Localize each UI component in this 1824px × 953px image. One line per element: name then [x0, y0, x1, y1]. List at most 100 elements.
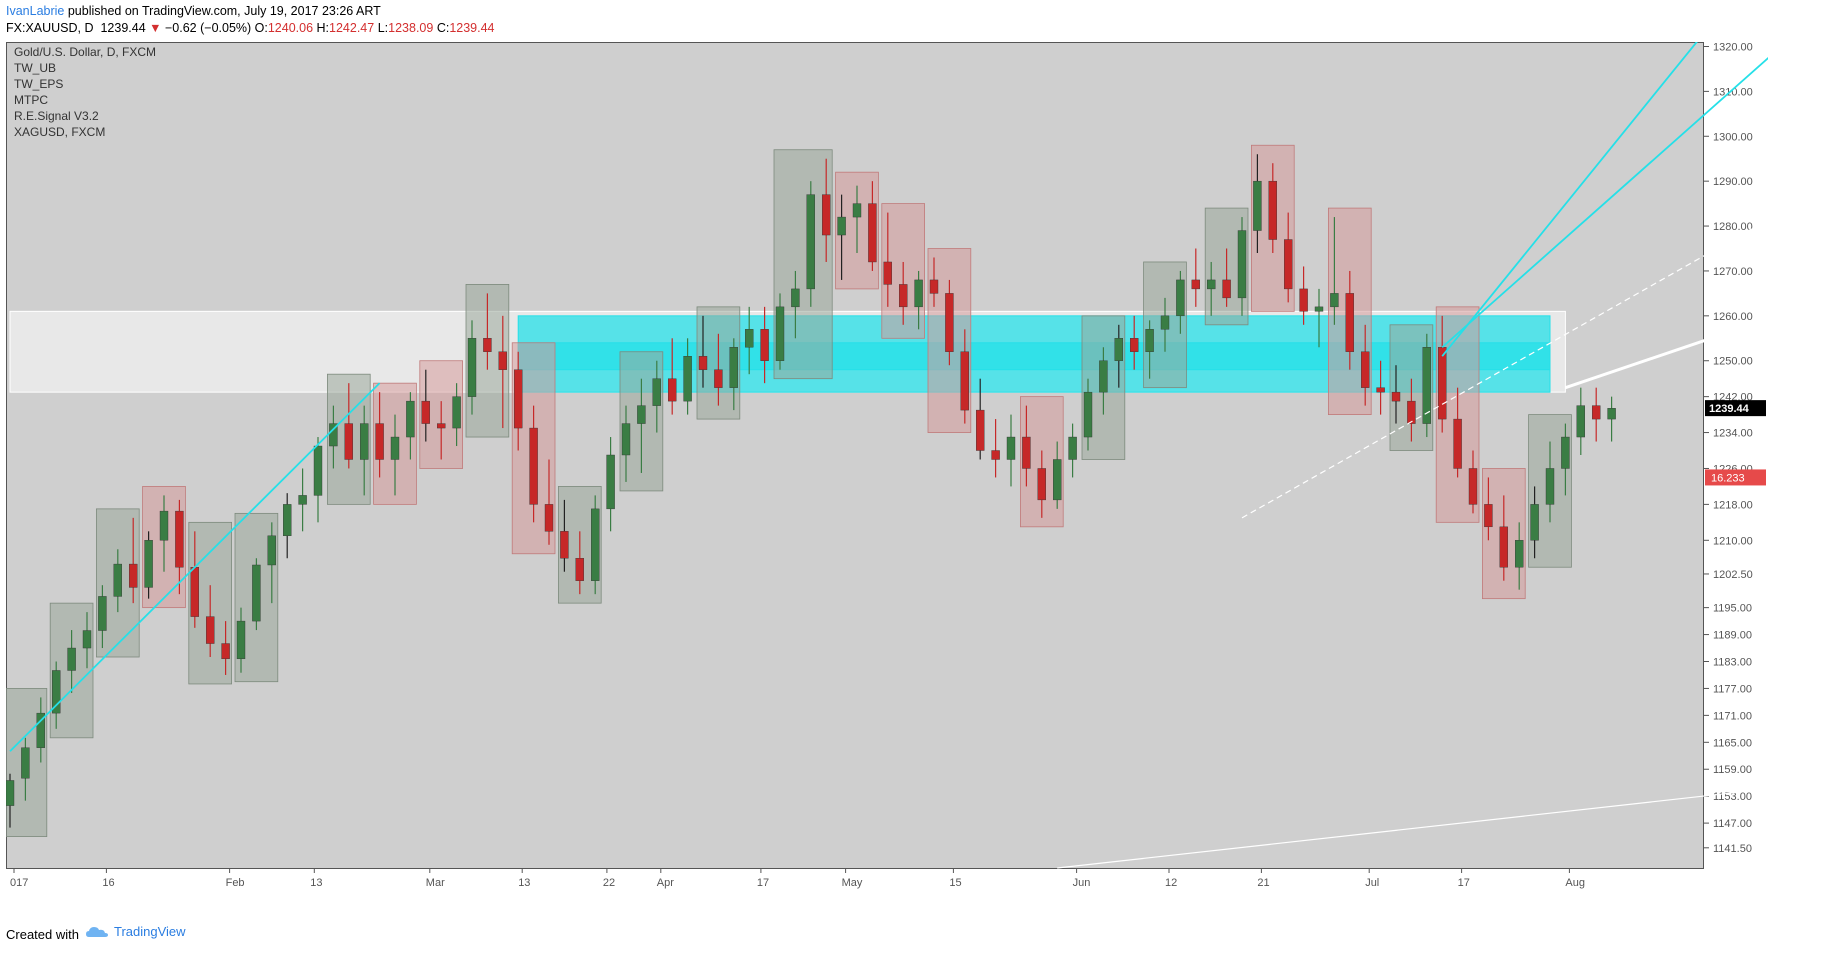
price-tick-label: 1189.00: [1713, 630, 1752, 642]
candle-body: [113, 563, 123, 597]
candle-body: [1345, 293, 1355, 352]
candle-body: [745, 329, 754, 348]
candle-body: [868, 203, 877, 263]
high-label: H:: [316, 21, 330, 35]
candle-body: [514, 369, 523, 429]
secondary-price-label: 16.233: [1711, 472, 1745, 484]
candle-body: [1191, 279, 1201, 290]
legend-item: R.E.Signal V3.2: [14, 109, 99, 123]
time-tick-label: 16: [102, 877, 114, 889]
candle-body: [1422, 347, 1432, 424]
candle-body: [852, 203, 862, 218]
candle-body: [1052, 459, 1062, 501]
chart-area[interactable]: 1320.00 1310.00 1300.00 1290.00 1280.00 1270.…: [3, 32, 1824, 898]
candle-body: [1561, 436, 1570, 469]
symbol-line: FX:XAUUSD, D 1239.44 ▼ −0.62 (−0.05%) O:…: [6, 21, 495, 35]
candle-body: [1283, 239, 1293, 290]
candle-body: [698, 356, 708, 370]
candle-body: [21, 747, 30, 779]
candle-body: [1099, 360, 1108, 393]
candle-body: [1499, 526, 1509, 568]
candle-body: [591, 508, 600, 581]
candle-body: [298, 495, 307, 505]
symbol-label: FX:XAUUSD, D: [6, 21, 94, 35]
candle-body: [899, 284, 908, 308]
candle-body: [1591, 405, 1601, 420]
candle-body: [498, 351, 507, 370]
time-tick-label: 017: [10, 877, 28, 889]
candle-body: [252, 564, 261, 622]
candle-body: [775, 306, 785, 361]
candle-body: [1453, 418, 1462, 469]
price-tick-label: 1310.00: [1713, 86, 1753, 98]
price-tick-label: 1195.00: [1713, 603, 1752, 615]
time-tick-label: Apr: [657, 877, 674, 889]
cyan-trend-1: [9, 382, 381, 752]
price-tick-label: 1320.00: [1713, 42, 1753, 53]
candle-body: [1545, 468, 1555, 505]
candle-body: [1253, 180, 1262, 231]
candle-body: [452, 396, 461, 429]
price-tick-label: 1177.00: [1713, 683, 1752, 695]
candle-body: [1145, 329, 1154, 352]
candle-body: [683, 356, 692, 402]
close-value: 1239.44: [449, 21, 495, 35]
time-tick-label: 13: [518, 877, 530, 889]
candle-body: [52, 670, 61, 714]
candle-body: [929, 279, 939, 294]
price-chart[interactable]: 1320.00 1310.00 1300.00 1290.00 1280.00 1270.…: [3, 32, 1824, 898]
author-link[interactable]: IvanLabrie: [6, 4, 65, 18]
candle-body: [714, 369, 723, 388]
candle-body: [375, 423, 384, 460]
candle-body: [637, 405, 646, 424]
secondary-price-badge: [1705, 469, 1766, 486]
candle-body: [1237, 230, 1247, 299]
dashed-channel: [1241, 187, 1824, 519]
candle-body: [945, 293, 954, 352]
price-tick-label: 1183.00: [1713, 657, 1752, 669]
price-tick-label: 1141.50: [1713, 843, 1752, 855]
time-tick-label: Feb: [226, 877, 245, 889]
candle-body: [1129, 338, 1139, 352]
candle-body: [621, 423, 631, 456]
candle-body: [82, 630, 92, 649]
down-arrow-icon: ▼: [149, 21, 162, 35]
candle-body: [467, 338, 477, 397]
plot-frame: [6, 42, 1704, 869]
white-resistance: [1564, 298, 1824, 390]
legend-item: XAGUSD, FXCM: [14, 125, 105, 139]
close-label: C:: [436, 21, 450, 35]
publish-text: published on TradingView.com, July 19, 2…: [67, 4, 381, 18]
candle-body: [236, 620, 246, 660]
candle-body: [806, 194, 815, 290]
legend-item: Gold/U.S. Dollar, D, FXCM: [14, 45, 156, 59]
candle-body: [1083, 391, 1093, 438]
candle-body: [991, 450, 1000, 460]
low-label: L:: [377, 21, 389, 35]
tradingview-link[interactable]: TradingView: [86, 924, 186, 939]
footer: Created with TradingView: [0, 918, 1824, 953]
candle-body: [560, 531, 569, 559]
candle-body: [360, 423, 369, 460]
time-tick-label: Aug: [1565, 877, 1585, 889]
candle-body: [283, 504, 292, 537]
candle-body: [791, 288, 800, 308]
candle-body: [313, 445, 323, 496]
candle-body: [1022, 436, 1031, 469]
candle-body: [1160, 315, 1170, 330]
price-tick-label: 1300.00: [1713, 131, 1753, 143]
low-value: 1238.09: [388, 21, 434, 35]
candle-body: [1314, 306, 1324, 312]
candle-body: [406, 400, 415, 438]
candle-body: [1376, 387, 1385, 393]
white-long-support: [1057, 782, 1824, 869]
candle-body: [1176, 279, 1185, 317]
candle-body: [960, 351, 969, 411]
price-tick-label: 1210.00: [1713, 535, 1753, 547]
time-tick-label: 17: [757, 877, 769, 889]
time-tick-label: 17: [1458, 877, 1470, 889]
candle-body: [159, 510, 169, 541]
candle-body: [437, 423, 446, 429]
candle-body: [190, 567, 200, 617]
legend-item: MTPC: [14, 93, 48, 107]
